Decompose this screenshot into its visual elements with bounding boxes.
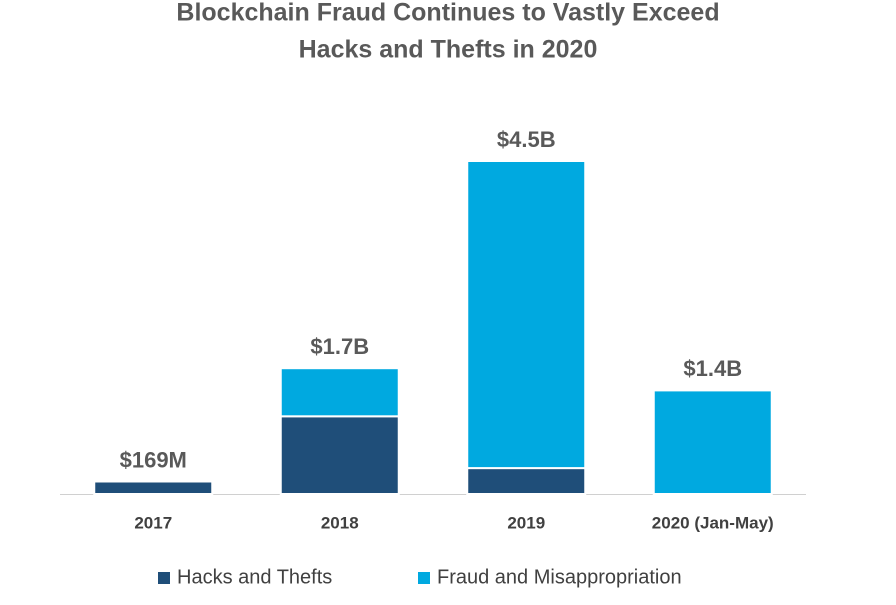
bar-segment — [279, 367, 400, 418]
total-label: $4.5B — [497, 127, 556, 152]
total-label: $169M — [120, 447, 187, 472]
bar-segment — [93, 480, 214, 495]
legend-swatch — [158, 572, 170, 584]
bar-segment — [466, 467, 587, 496]
x-tick-label: 2019 — [507, 513, 545, 532]
total-label: $1.4B — [683, 356, 742, 381]
bar-segment — [466, 160, 587, 470]
x-tick-label: 2018 — [321, 513, 359, 532]
x-tick-label: 2017 — [134, 513, 172, 532]
bar-segment — [279, 415, 400, 495]
chart-title: Hacks and Thefts in 2020 — [299, 36, 598, 64]
bar-segment — [652, 389, 773, 495]
legend-label: Fraud and Misappropriation — [437, 566, 682, 588]
legend-swatch — [418, 572, 430, 584]
total-label: $1.7B — [310, 334, 369, 359]
chart-title: Blockchain Fraud Continues to Vastly Exc… — [176, 0, 719, 27]
legend-label: Hacks and Thefts — [177, 566, 332, 588]
x-tick-label: 2020 (Jan-May) — [652, 513, 774, 532]
